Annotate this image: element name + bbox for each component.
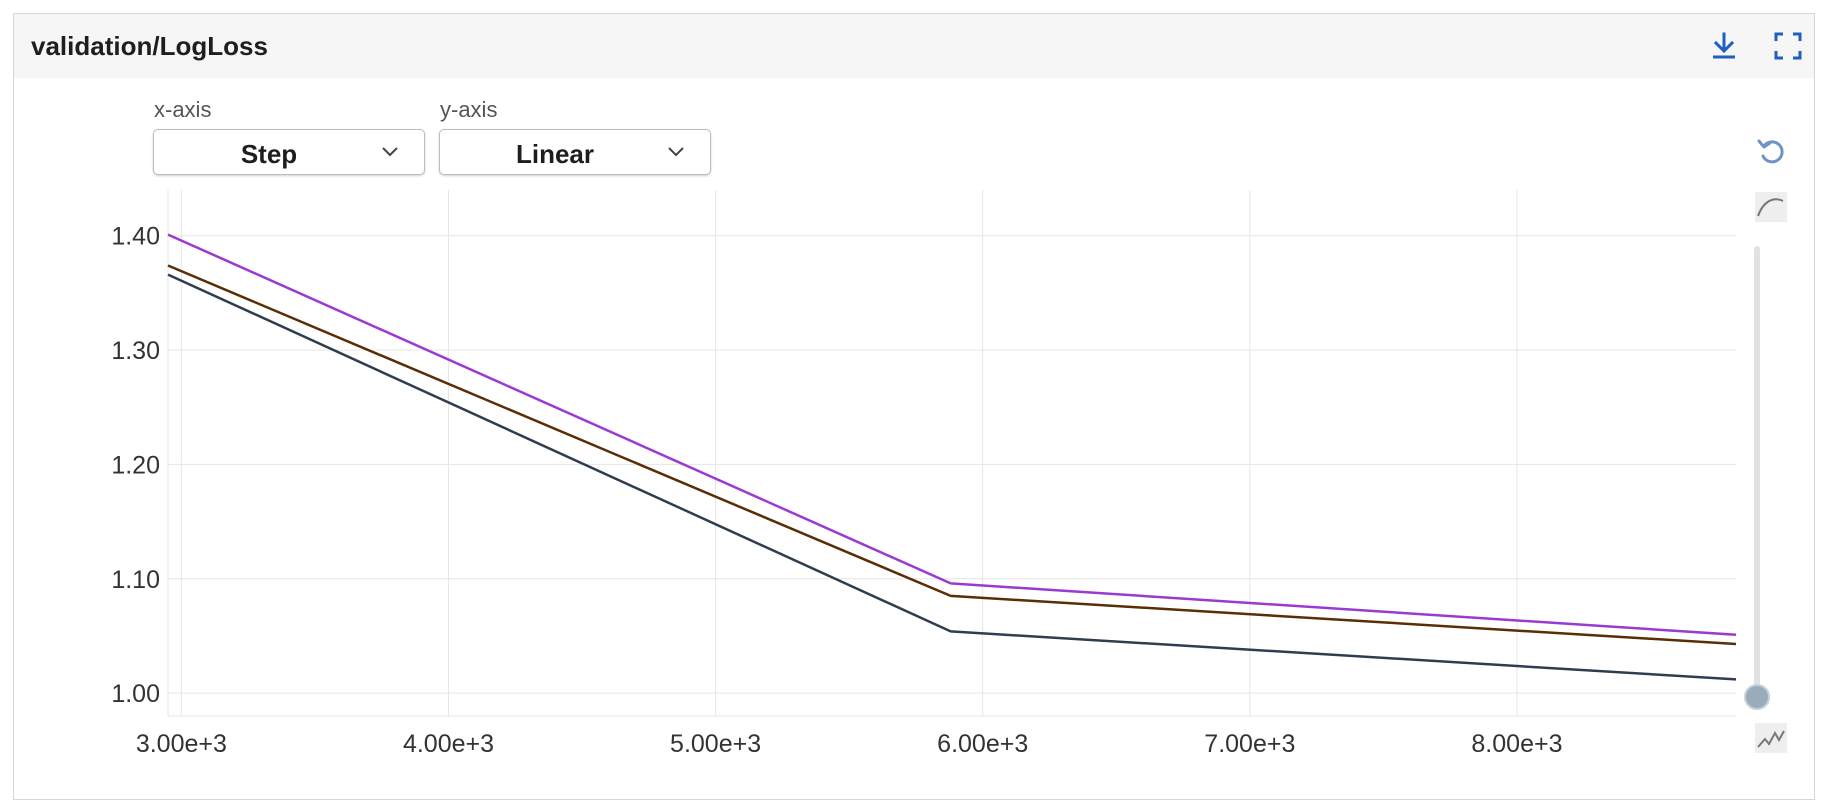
x-tick-label: 5.00e+3 <box>670 730 761 758</box>
y-tick-label: 1.10 <box>111 566 160 594</box>
x-tick-label: 8.00e+3 <box>1471 730 1562 758</box>
yaxis-select-value: Linear <box>515 139 595 169</box>
y-tick-label: 1.20 <box>111 451 160 479</box>
smoothing-slider-knob[interactable] <box>1744 684 1770 710</box>
yaxis-label: y-axis <box>440 97 498 122</box>
x-tick-label: 6.00e+3 <box>937 730 1028 758</box>
card-title: validation/LogLoss <box>31 31 268 61</box>
series-line-2 <box>167 264 1737 646</box>
download-button[interactable] <box>1706 28 1742 64</box>
yaxis-select[interactable]: Linear <box>439 129 711 175</box>
series-line-3 <box>167 273 1737 681</box>
xaxis-select-value: Step <box>240 139 298 169</box>
reset-zoom-icon[interactable] <box>1755 134 1789 168</box>
smoothing-curve-icon[interactable] <box>1755 192 1787 222</box>
chevron-down-icon <box>382 147 398 157</box>
xaxis-select[interactable]: Step <box>153 129 425 175</box>
y-tick-label: 1.00 <box>111 680 160 708</box>
fullscreen-icon <box>1774 32 1802 60</box>
y-tick-label: 1.30 <box>111 337 160 365</box>
x-tick-label: 3.00e+3 <box>136 730 227 758</box>
download-icon <box>1713 32 1735 59</box>
smoothing-slider-track[interactable] <box>1754 246 1760 696</box>
y-tick-label: 1.40 <box>111 223 160 251</box>
series-line-1 <box>167 233 1737 637</box>
chevron-down-icon <box>668 147 684 157</box>
card-header: validation/LogLoss <box>14 14 1814 78</box>
x-tick-label: 7.00e+3 <box>1204 730 1295 758</box>
raw-line-icon[interactable] <box>1755 723 1787 753</box>
xaxis-label: x-axis <box>154 97 212 122</box>
x-tick-label: 4.00e+3 <box>403 730 494 758</box>
fullscreen-button[interactable] <box>1770 28 1806 64</box>
